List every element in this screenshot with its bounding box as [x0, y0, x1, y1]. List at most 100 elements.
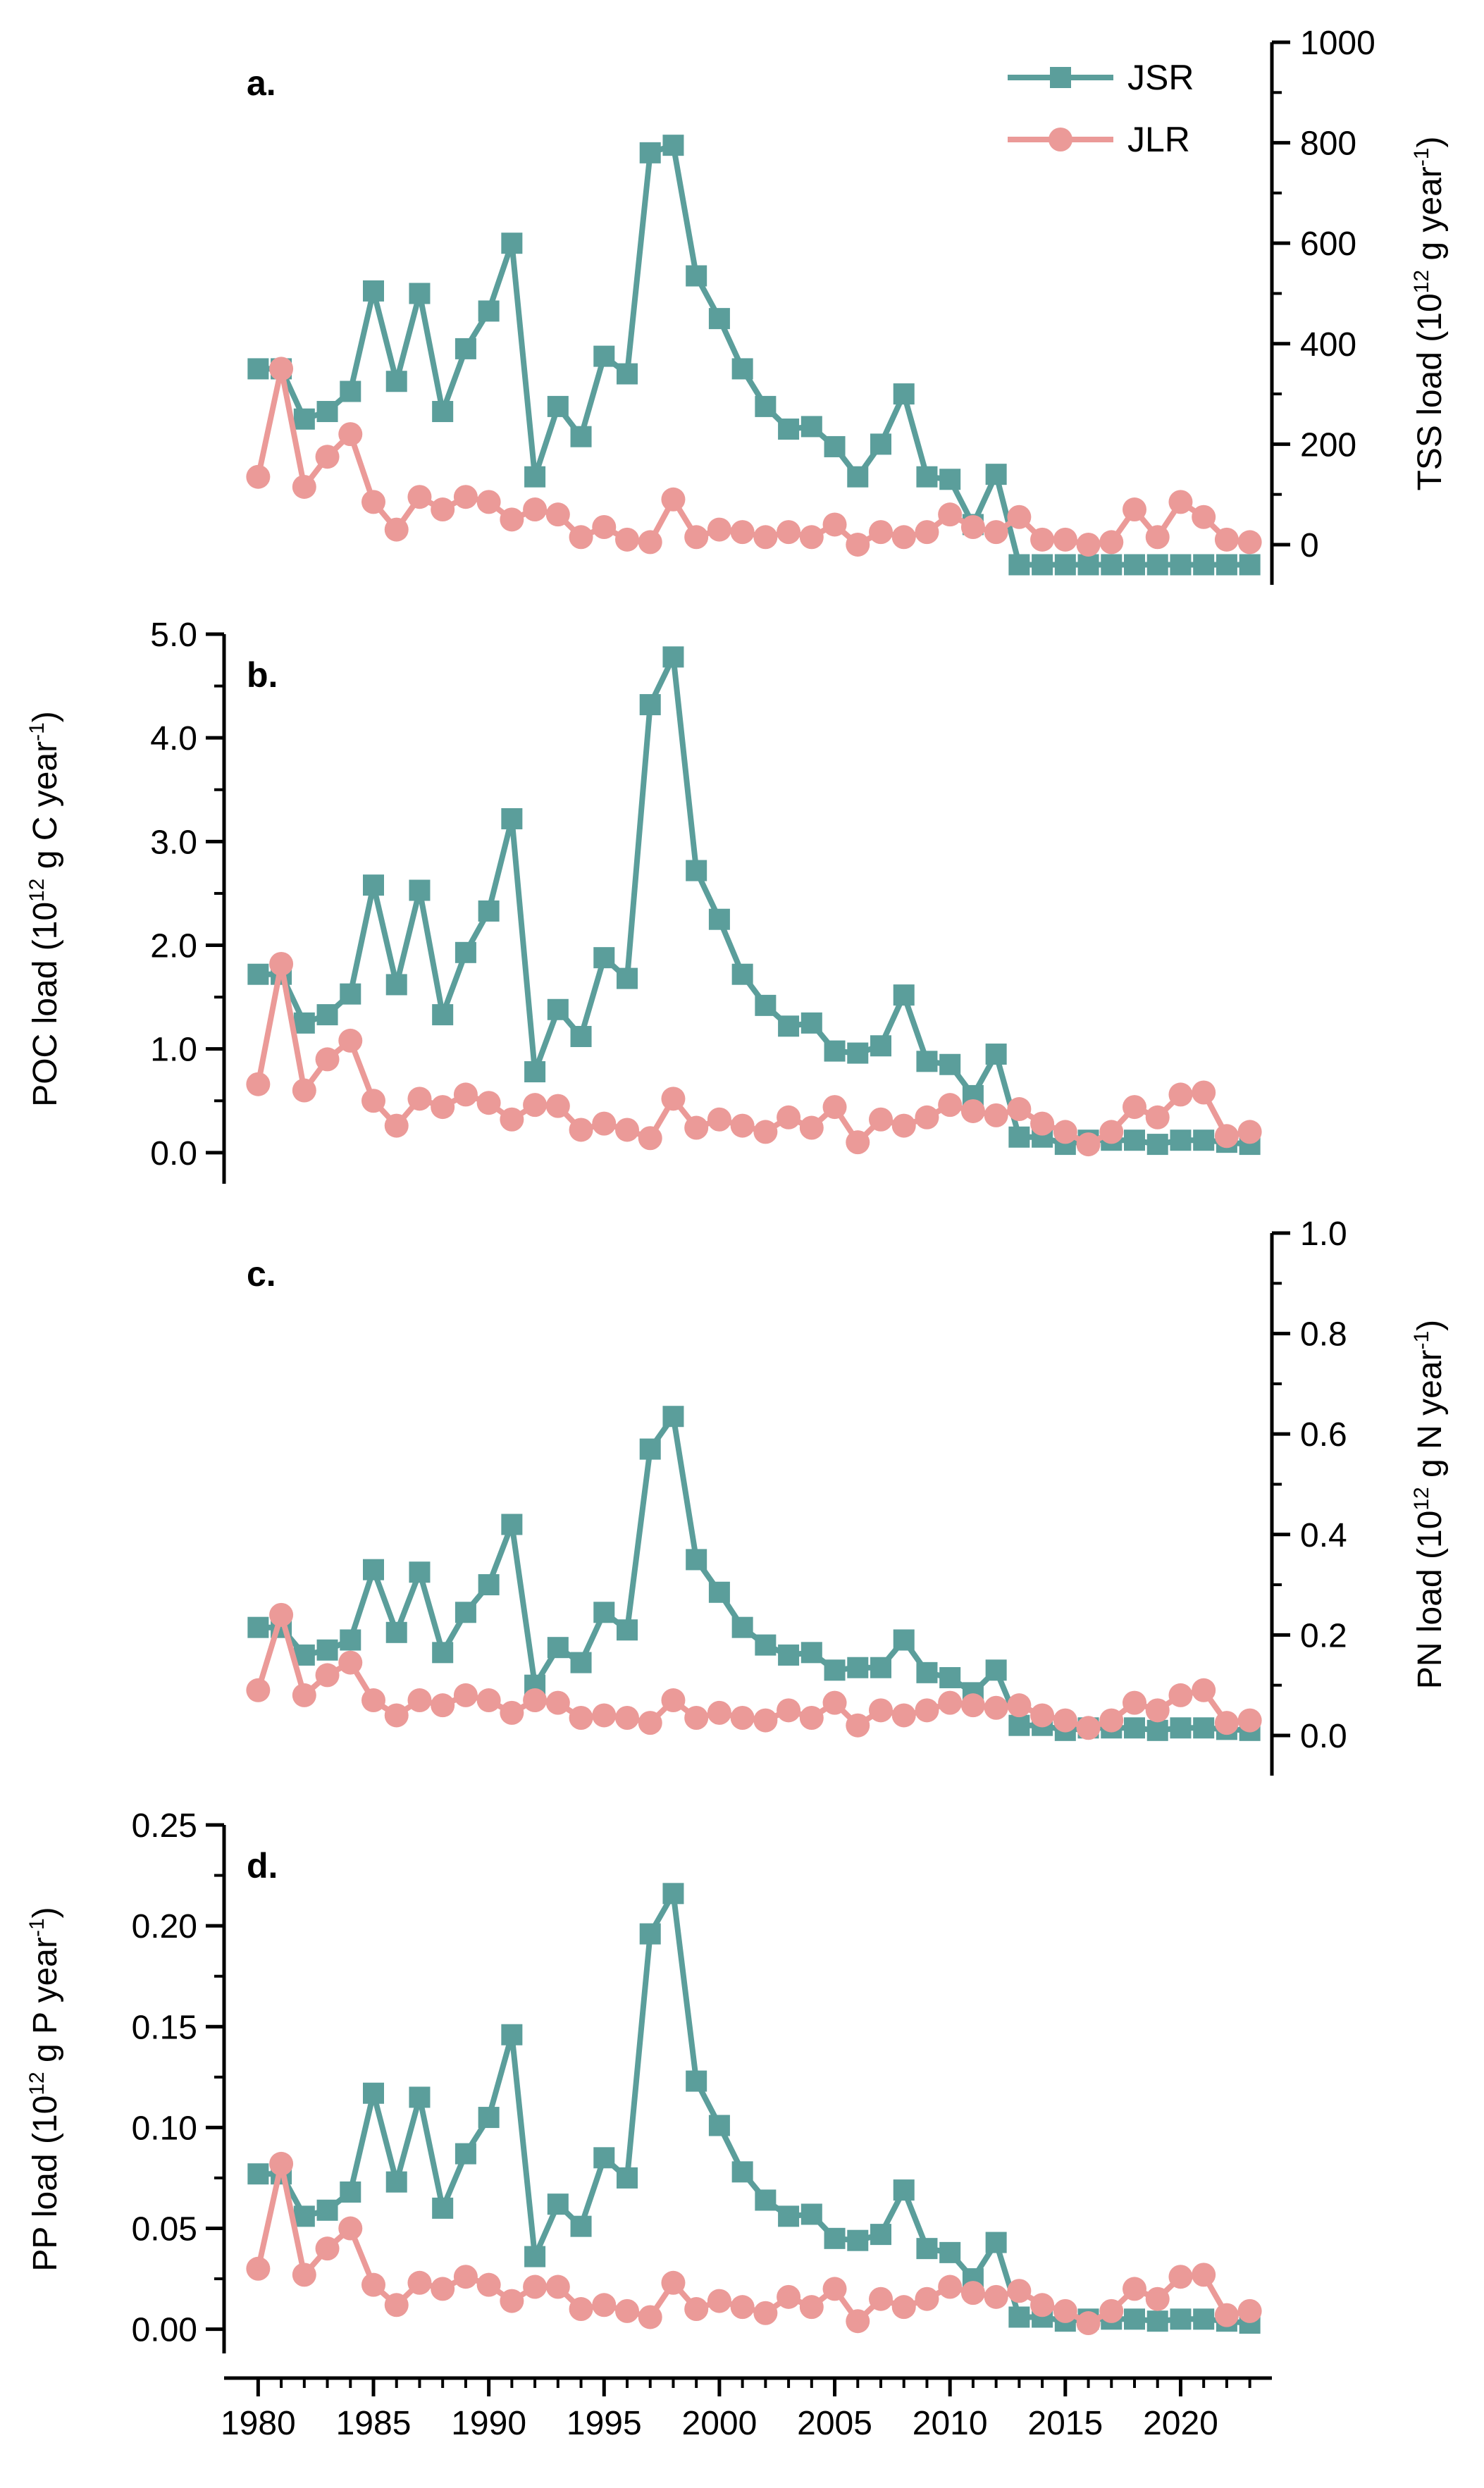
x-tick-label: 1985	[336, 2405, 412, 2442]
data-point-jsr	[409, 283, 431, 304]
data-point-jsr	[570, 2215, 592, 2237]
data-point-jlr	[984, 520, 1008, 545]
data-point-jlr	[1145, 1698, 1170, 1723]
data-point-jlr	[1053, 1708, 1077, 1733]
data-point-jlr	[846, 2309, 870, 2334]
data-point-jsr	[316, 1639, 338, 1661]
data-point-jlr	[799, 2295, 824, 2320]
data-point-jsr	[916, 466, 938, 488]
data-point-jlr	[407, 1688, 432, 1713]
data-point-jsr	[547, 395, 569, 417]
data-point-jsr	[293, 2205, 315, 2227]
data-point-jlr	[1123, 1095, 1146, 1120]
data-point-jlr	[1168, 490, 1193, 514]
data-point-jsr	[1170, 554, 1192, 576]
data-point-jsr	[524, 2246, 546, 2267]
data-point-jlr	[960, 515, 985, 540]
y-tick-label: 0.00	[132, 2312, 197, 2349]
data-point-jsr	[501, 807, 523, 829]
y-tick-label: 800	[1300, 125, 1356, 163]
data-point-jsr	[617, 1619, 638, 1641]
data-point-jlr	[615, 1706, 639, 1731]
data-point-jsr	[639, 694, 661, 716]
data-point-jlr	[891, 1703, 916, 1728]
data-point-jsr	[824, 1659, 846, 1681]
data-point-jsr	[593, 2147, 615, 2169]
data-point-jsr	[1054, 554, 1076, 576]
data-point-jsr	[1077, 554, 1099, 576]
y-axis-title: POC load (1012 g C year-1)	[25, 711, 64, 1107]
data-point-jsr	[247, 1616, 269, 1638]
x-tick-label: 2010	[913, 2405, 988, 2442]
data-point-jlr	[315, 1663, 340, 1688]
data-point-jsr	[247, 963, 269, 985]
data-point-jlr	[384, 2293, 409, 2317]
data-point-jsr	[1124, 554, 1145, 576]
data-point-jlr	[246, 464, 271, 489]
data-point-jsr	[662, 1883, 684, 1905]
data-point-jsr	[478, 2107, 500, 2129]
data-point-jlr	[592, 2293, 617, 2317]
data-point-jlr	[1168, 1082, 1193, 1107]
data-point-jlr	[799, 1706, 824, 1731]
data-point-jsr	[385, 974, 407, 996]
data-point-jlr	[246, 1072, 271, 1096]
data-point-jlr	[1053, 527, 1077, 552]
data-point-jlr	[569, 1706, 593, 1731]
data-point-jlr	[1214, 527, 1239, 552]
data-point-jlr	[1099, 1120, 1124, 1144]
data-point-jsr	[340, 2181, 361, 2203]
data-point-jlr	[777, 520, 801, 545]
data-point-jlr	[269, 1602, 294, 1627]
y-axis-title: PN load (1012 g N year-1)	[1410, 1320, 1449, 1689]
y-tick-label: 1.0	[1300, 1215, 1347, 1253]
data-point-jlr	[523, 2275, 548, 2299]
y-tick-label: 0.4	[1300, 1517, 1347, 1554]
data-point-jlr	[1214, 2303, 1239, 2327]
data-point-jlr	[915, 1105, 939, 1129]
data-point-jsr	[570, 426, 592, 447]
data-point-jsr	[293, 1012, 315, 1034]
data-point-jsr	[501, 2024, 523, 2046]
data-point-jlr	[407, 485, 432, 509]
data-point-jsr	[478, 900, 500, 922]
data-point-jsr	[547, 998, 569, 1020]
y-tick-label: 5.0	[150, 617, 197, 654]
data-point-jsr	[385, 2171, 407, 2193]
data-point-jsr	[247, 358, 269, 380]
y-tick-label: 0.05	[132, 2211, 197, 2248]
data-point-jsr	[731, 2161, 753, 2183]
data-point-jlr	[938, 502, 963, 527]
data-point-jsr	[455, 941, 476, 963]
data-point-jlr	[500, 1107, 524, 1132]
data-point-jsr	[870, 1035, 891, 1057]
data-point-jlr	[938, 2275, 963, 2299]
data-point-jlr	[1030, 1703, 1055, 1728]
data-point-jlr	[338, 1650, 363, 1675]
data-point-jsr	[593, 1602, 615, 1623]
data-point-jsr	[455, 1602, 476, 1623]
data-point-jsr	[1193, 1129, 1215, 1151]
data-point-jsr	[800, 416, 822, 438]
data-point-jsr	[639, 1923, 661, 1945]
data-point-jsr	[1146, 1134, 1168, 1156]
data-point-jsr	[916, 2238, 938, 2260]
data-point-jsr	[432, 1004, 454, 1026]
data-point-jlr	[1123, 1690, 1146, 1715]
data-point-jlr	[523, 497, 548, 522]
data-point-jlr	[1237, 530, 1262, 555]
data-point-jsr	[686, 265, 707, 287]
data-point-jsr	[593, 947, 615, 969]
data-point-jsr	[985, 1044, 1007, 1065]
data-point-jlr	[292, 474, 316, 499]
data-point-jlr	[592, 1111, 617, 1136]
panel-a: 0 200 400 600 800 1000 TSS load (1012 g year-1…	[246, 25, 1449, 585]
panel-d: 0.00 0.05 0.10 0.15 0.20 0.25 PP load (1012 g …	[25, 1807, 1262, 2353]
data-point-jlr	[1007, 2279, 1032, 2303]
data-point-jlr	[1145, 1105, 1170, 1129]
y-tick-label: 1.0	[150, 1032, 197, 1069]
data-point-jsr	[639, 1438, 661, 1460]
data-point-jlr	[500, 1700, 524, 1725]
data-point-jsr	[755, 395, 777, 417]
data-point-jsr	[432, 2197, 454, 2219]
